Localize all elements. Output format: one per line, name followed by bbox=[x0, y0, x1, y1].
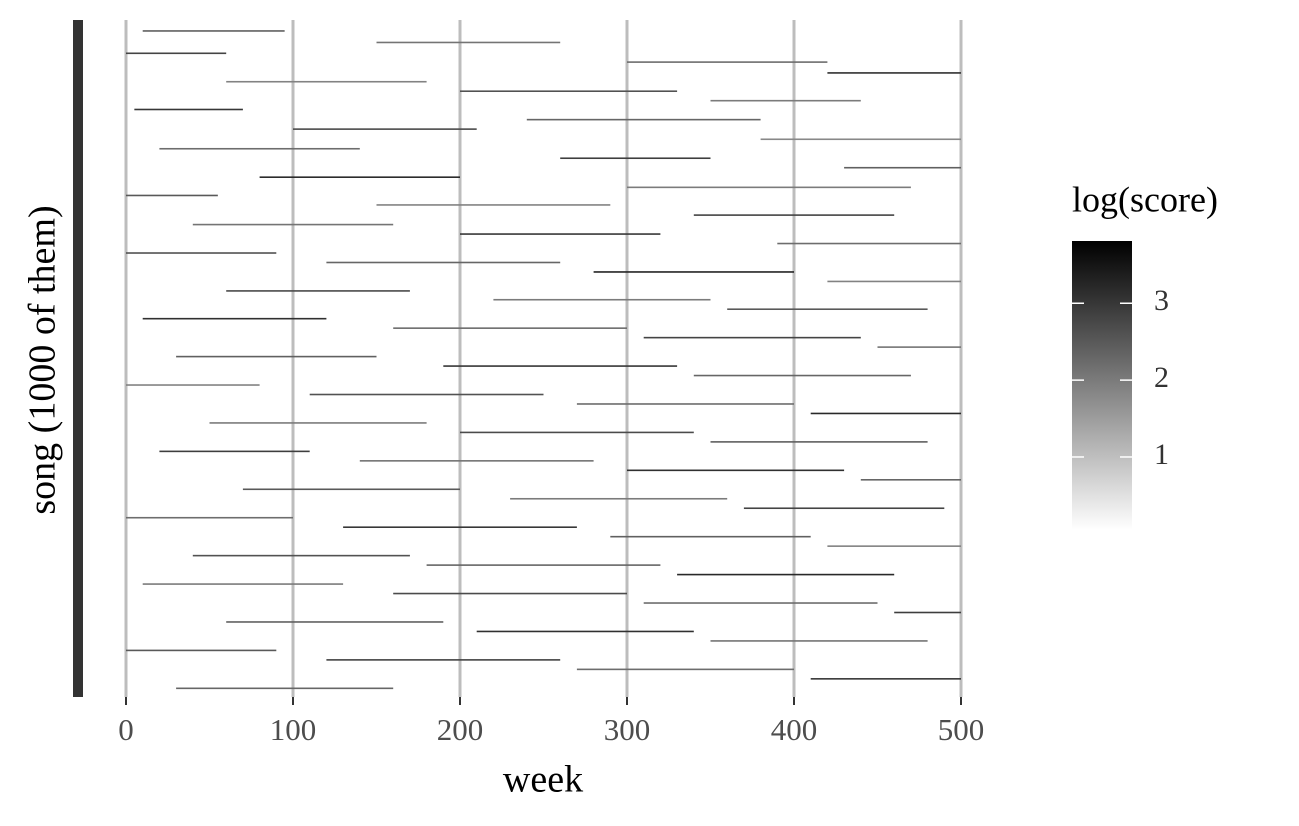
x-axis-title: week bbox=[503, 759, 583, 801]
heat-cell-run bbox=[259, 176, 460, 178]
heat-cell-run bbox=[359, 460, 594, 462]
heat-cell-run bbox=[293, 128, 477, 130]
heat-cell-run bbox=[376, 204, 611, 206]
y-axis-title: song (1000 of them) bbox=[22, 205, 64, 514]
heat-cell-run bbox=[142, 30, 285, 32]
color-tick-label: 3 bbox=[1154, 284, 1169, 317]
heat-cell-run bbox=[710, 99, 861, 102]
heat-cell-run bbox=[627, 469, 845, 472]
heat-cell-run bbox=[476, 630, 694, 633]
heat-cell-run bbox=[142, 317, 327, 320]
heat-cell-run bbox=[460, 233, 661, 235]
heat-cell-run bbox=[176, 687, 394, 690]
heat-cell-run bbox=[760, 138, 961, 141]
heat-cell-run bbox=[126, 516, 293, 519]
heat-cell-run bbox=[710, 640, 928, 642]
color-tick-label: 1 bbox=[1154, 438, 1169, 471]
heat-cell-run bbox=[777, 242, 961, 245]
heat-cell-run bbox=[560, 157, 711, 160]
heat-cell-run bbox=[343, 526, 577, 528]
heat-cell-run bbox=[627, 186, 911, 189]
x-tick-label: 100 bbox=[270, 712, 317, 747]
heat-cell-run bbox=[810, 678, 961, 680]
heat-cell-run bbox=[192, 223, 394, 226]
heat-cell-run bbox=[460, 90, 678, 93]
heat-cell-run bbox=[226, 290, 410, 292]
heat-cell-run bbox=[159, 147, 360, 150]
heat-cell-run bbox=[226, 621, 444, 623]
heat-cell-run bbox=[894, 611, 961, 614]
heat-cell-run bbox=[727, 308, 928, 311]
heat-cell-run bbox=[860, 479, 961, 481]
heat-cell-run bbox=[126, 252, 277, 254]
heat-cell-run bbox=[242, 488, 460, 491]
heat-cell-run bbox=[176, 355, 377, 358]
heat-cell-run bbox=[743, 507, 945, 510]
heat-cell-run bbox=[693, 214, 895, 216]
heat-cell-run bbox=[126, 649, 277, 652]
heat-cell-run bbox=[443, 365, 678, 367]
x-tick-label: 400 bbox=[771, 712, 818, 747]
heat-cell-run bbox=[576, 403, 794, 405]
heat-cell-run bbox=[393, 592, 627, 595]
heat-cell-run bbox=[844, 166, 961, 169]
heat-cell-run bbox=[142, 583, 344, 585]
heat-cell-run bbox=[493, 298, 711, 301]
heat-cell-run bbox=[510, 497, 728, 500]
heat-cell-run bbox=[192, 554, 410, 557]
x-tick-label: 300 bbox=[604, 712, 651, 747]
heat-cell-run bbox=[226, 80, 427, 83]
heat-cell-run bbox=[827, 280, 961, 283]
x-tick-label: 0 bbox=[118, 712, 134, 747]
heat-cell-run bbox=[393, 327, 627, 329]
color-bar bbox=[1072, 241, 1132, 530]
heat-cell-run bbox=[126, 384, 260, 386]
heat-cell-run bbox=[576, 668, 794, 671]
heat-cell-run bbox=[643, 602, 878, 604]
heat-cell-run bbox=[593, 271, 794, 273]
heat-cell-run bbox=[376, 41, 561, 44]
heat-cell-run bbox=[643, 336, 861, 339]
heat-cell-run bbox=[677, 573, 895, 576]
heat-cell-run bbox=[627, 61, 828, 63]
heat-cell-run bbox=[126, 194, 218, 197]
heat-cell-run bbox=[610, 535, 811, 538]
heat-cell-run bbox=[134, 108, 243, 111]
legend-title: log(score) bbox=[1072, 179, 1218, 219]
heat-cell-run bbox=[326, 659, 561, 661]
heat-cell-run bbox=[877, 346, 961, 348]
heat-cell-run bbox=[526, 118, 761, 121]
heat-cell-run bbox=[326, 261, 561, 264]
heat-cell-run bbox=[710, 441, 928, 443]
color-tick-label: 2 bbox=[1154, 361, 1169, 394]
heat-cell-run bbox=[159, 450, 310, 453]
heat-cell-run bbox=[810, 412, 961, 415]
x-tick-label: 200 bbox=[437, 712, 484, 747]
heat-cell-run bbox=[693, 374, 911, 377]
heat-cell-run bbox=[309, 393, 544, 396]
x-tick-label: 500 bbox=[938, 712, 985, 747]
heat-cell-run bbox=[426, 564, 661, 566]
heat-cell-run bbox=[827, 545, 961, 547]
heat-cell-run bbox=[827, 72, 961, 74]
heat-cell-run bbox=[209, 422, 427, 424]
heat-cell-run bbox=[460, 431, 694, 434]
heat-cell-run bbox=[126, 52, 227, 55]
